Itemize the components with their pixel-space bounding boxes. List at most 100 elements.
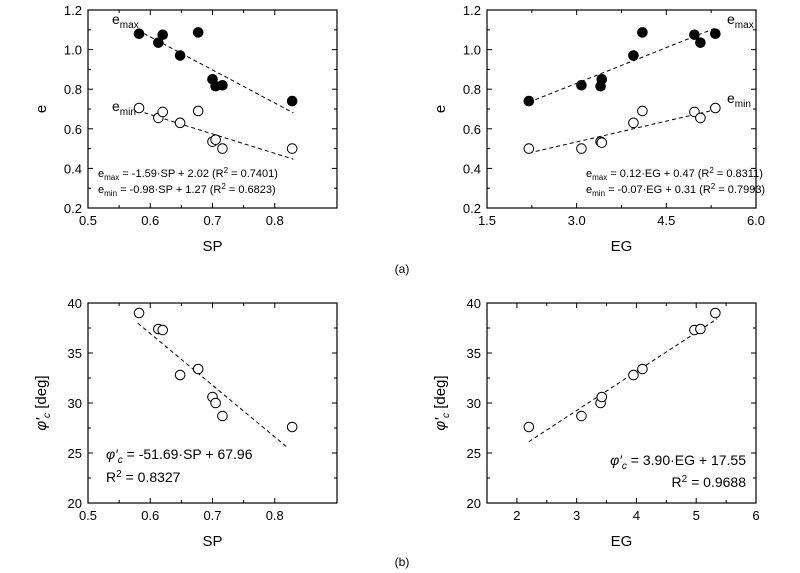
data-point bbox=[637, 363, 648, 375]
x-tick-label: 0.5 bbox=[79, 508, 97, 523]
equation-emin-a1-tail: = 0.6823) bbox=[226, 184, 276, 196]
x-tick-label: 4.5 bbox=[657, 213, 675, 228]
data-point-e-min bbox=[596, 137, 608, 148]
data-point-e-max bbox=[133, 28, 145, 40]
equation-emin-a2-tail: = 0.7993) bbox=[715, 184, 765, 196]
equation-emax-a2-body: = 0.12·EG + 0.47 (R bbox=[607, 168, 709, 180]
y-tick-label: 40 bbox=[467, 296, 481, 311]
y-tick-label: 30 bbox=[68, 396, 82, 411]
x-axis-label: SP bbox=[202, 533, 222, 550]
y-tick-label: 25 bbox=[467, 446, 481, 461]
x-tick-label: 0.8 bbox=[266, 508, 284, 523]
data-point bbox=[576, 410, 587, 422]
series-label-emin-a2-main: e bbox=[727, 90, 735, 106]
data-point-e-min bbox=[628, 117, 639, 129]
data-point-e-max bbox=[695, 37, 706, 48]
equation-emin-a1-symbol: e bbox=[98, 184, 104, 196]
data-point bbox=[133, 307, 145, 319]
data-point-e-max bbox=[153, 37, 164, 48]
y-tick-label: 0.8 bbox=[463, 82, 481, 97]
series-label-emin-a1-main: e bbox=[112, 98, 120, 114]
r2-b1-sup: 2 bbox=[116, 469, 122, 480]
y-tick-label: 0.6 bbox=[64, 122, 82, 137]
equation-emax-a1-tail: = 0.7401) bbox=[228, 168, 278, 180]
panel-label-a: (a) bbox=[395, 262, 410, 276]
y-axis-label: φ′c [deg] bbox=[432, 375, 452, 430]
data-point-e-max bbox=[192, 27, 204, 38]
data-point-e-min bbox=[576, 143, 587, 154]
x-tick-label: 0.7 bbox=[203, 508, 221, 523]
r2-b1: R2 = 0.8327 bbox=[106, 469, 181, 485]
x-tick-label: 4 bbox=[633, 508, 640, 523]
equation-emax-a2-tail: = 0.8311) bbox=[714, 168, 763, 180]
chart-a2: 1.5 3.0 4.5 6.0 EG 0.2 0.4 0.6 0.8 1.0 1.2 e bbox=[432, 3, 765, 255]
y-tick-label: 0.8 bbox=[64, 82, 82, 97]
series-label-emax-a1: emax bbox=[112, 11, 139, 31]
fit-line-e-max bbox=[528, 26, 718, 103]
y-axis-label: e bbox=[432, 105, 449, 113]
x-tick-label: 6 bbox=[752, 508, 759, 523]
equation-emax-a2-sup: 2 bbox=[709, 166, 714, 175]
y-tick-label: 0.4 bbox=[463, 161, 481, 176]
y-tick-label: 0.4 bbox=[64, 161, 82, 176]
data-point-e-max bbox=[217, 79, 228, 91]
data-point-e-max bbox=[637, 27, 648, 38]
r2-b2-body: = 0.9688 bbox=[687, 474, 746, 490]
equation-emax-a2: emax = 0.12·EG + 0.47 (R2 = 0.8311) bbox=[586, 166, 763, 182]
r2-b2-sup: 2 bbox=[682, 474, 688, 485]
fit-line-e-min bbox=[528, 108, 718, 154]
data-point-e-max bbox=[689, 29, 700, 41]
y-tick-label: 1.0 bbox=[463, 43, 481, 58]
y-axis-label-unit: [deg] bbox=[432, 375, 449, 413]
y-tick-label: 0.2 bbox=[64, 201, 82, 216]
y-tick-label: 1.0 bbox=[64, 43, 82, 58]
data-point-e-max bbox=[710, 28, 721, 40]
x-tick-label: 3 bbox=[573, 508, 580, 523]
fit-line-e-max bbox=[137, 29, 294, 114]
series-label-emax-a1-sub: max bbox=[120, 20, 139, 31]
data-point-e-min bbox=[174, 117, 186, 129]
y-tick-label: 0.2 bbox=[463, 201, 481, 216]
fit-line-e-min bbox=[137, 110, 294, 160]
equation-phi-b2-body: = 3.90·EG + 17.55 bbox=[627, 452, 746, 468]
data-point bbox=[596, 391, 608, 403]
series-label-emin-a2: emin bbox=[727, 90, 751, 110]
equation-emin-a2-symbol: e bbox=[586, 184, 592, 196]
fit-line bbox=[528, 318, 718, 443]
x-tick-label: 6.0 bbox=[747, 213, 765, 228]
equation-phi-b1-sub: c bbox=[118, 455, 123, 466]
data-point bbox=[210, 397, 221, 409]
series-label-emin-a1: emin bbox=[112, 98, 136, 118]
plot-frame bbox=[486, 302, 757, 504]
data-point-e-max bbox=[523, 95, 535, 107]
data-point-e-max bbox=[174, 50, 186, 61]
data-point-e-min bbox=[210, 134, 221, 145]
y-tick-label: 35 bbox=[467, 346, 481, 361]
data-point-e-min bbox=[217, 143, 228, 154]
data-point-e-max bbox=[286, 95, 298, 107]
y-tick-label: 1.2 bbox=[64, 3, 82, 18]
data-point-e-min bbox=[192, 105, 204, 117]
equation-emax-a2-symbol: e bbox=[586, 168, 592, 180]
x-tick-label: 5 bbox=[693, 508, 700, 523]
y-tick-label: 0.6 bbox=[463, 122, 481, 137]
y-tick-label: 25 bbox=[68, 446, 82, 461]
data-point-e-min bbox=[157, 106, 168, 118]
r2-b1-symbol: R bbox=[106, 469, 116, 485]
data-point bbox=[695, 323, 706, 335]
y-axis-label-symbol: φ′ bbox=[432, 417, 449, 431]
equation-emin-a2-sub: min bbox=[592, 189, 605, 198]
equation-emax-a1-symbol: e bbox=[98, 168, 104, 180]
series-label-emax-a2-sub: max bbox=[735, 20, 754, 31]
fit-line bbox=[137, 322, 288, 448]
y-tick-label: 35 bbox=[68, 346, 82, 361]
r2-b2: R2 = 0.9688 bbox=[672, 474, 747, 490]
x-axis-label: EG bbox=[611, 238, 633, 255]
series-label-emax-a2-main: e bbox=[727, 11, 735, 27]
data-point bbox=[217, 410, 228, 422]
series-label-emax-a1-main: e bbox=[112, 11, 120, 27]
data-point-e-max bbox=[576, 79, 587, 91]
equation-emax-a1-body: = -1.59·SP + 2.02 (R bbox=[119, 168, 223, 180]
